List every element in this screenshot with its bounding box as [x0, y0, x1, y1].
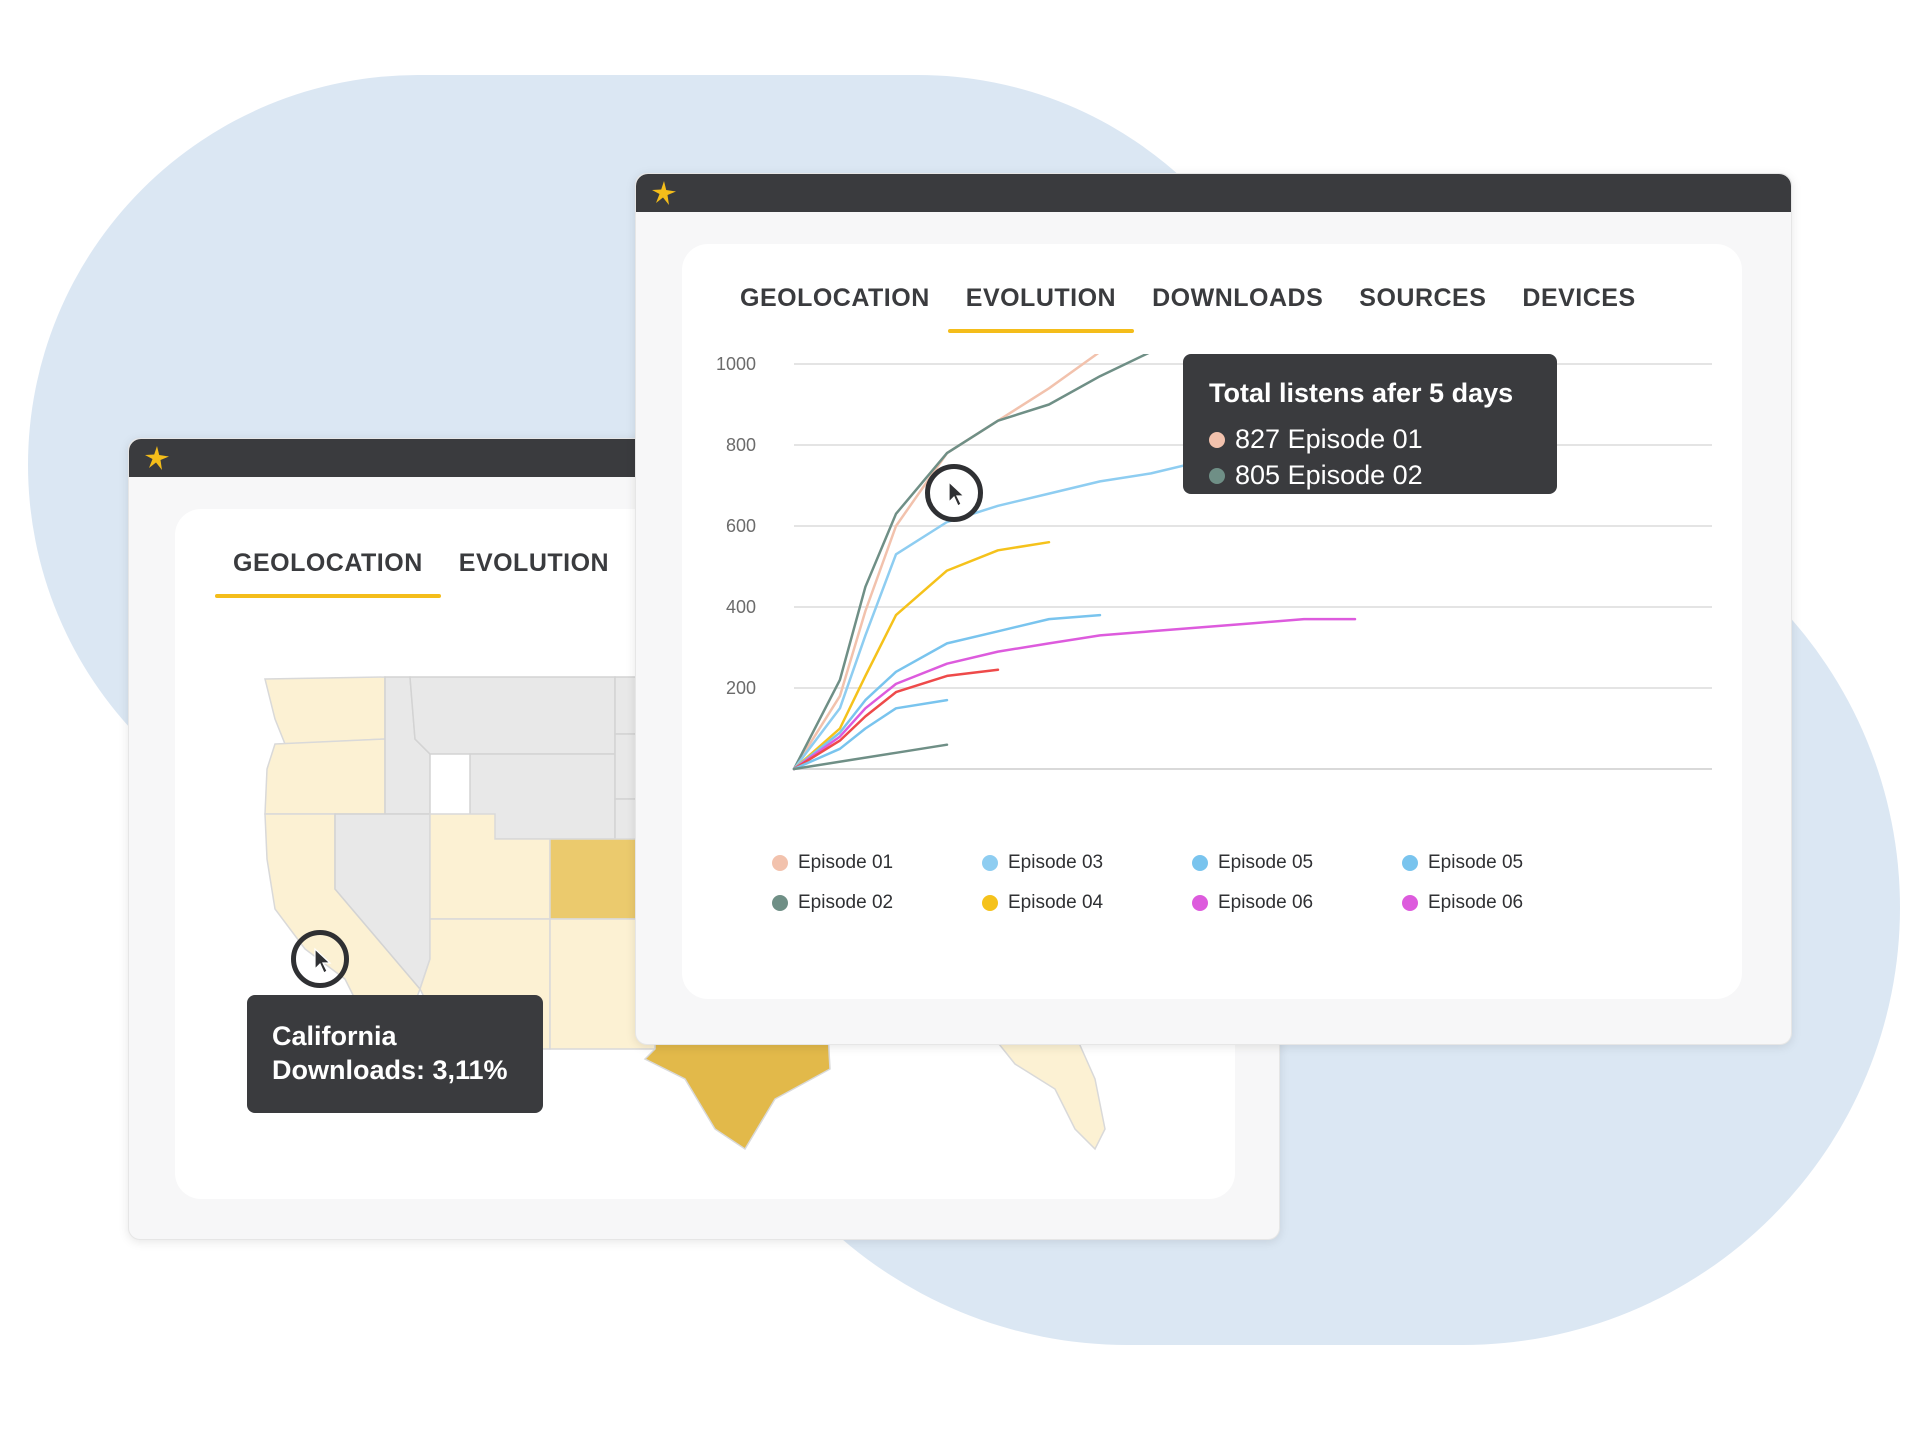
state-oregon[interactable] — [264, 738, 386, 815]
legend-item[interactable]: Episode 05 — [1402, 852, 1612, 874]
chart-window-titlebar — [636, 174, 1791, 212]
series-line — [792, 459, 1255, 771]
cursor-icon — [314, 947, 332, 974]
legend-item[interactable]: Episode 04 — [982, 892, 1192, 914]
y-tick-label: 400 — [726, 597, 756, 617]
series-line — [792, 617, 1357, 771]
legend-item[interactable]: Episode 01 — [772, 852, 982, 874]
chart-tooltip: Total listens afer 5 days 827 Episode 01… — [1183, 354, 1557, 494]
star-icon — [652, 181, 676, 205]
tab-devices[interactable]: DEVICES — [1522, 284, 1636, 312]
chart-legend: Episode 01 Episode 03 Episode 05 Episode… — [772, 852, 1612, 914]
tooltip-downloads: Downloads: 3,11% — [272, 1055, 508, 1085]
tab-evolution[interactable]: EVOLUTION — [947, 284, 1135, 333]
state-washington[interactable] — [264, 676, 386, 745]
chart-cursor-ring — [925, 464, 983, 522]
chart-window: GEOLOCATION EVOLUTION DOWNLOADS SOURCES … — [635, 173, 1792, 1045]
x-tick-label: Day 10 — [1270, 791, 1327, 794]
series-line — [792, 613, 1102, 771]
x-tick-label: Day 0 — [765, 791, 812, 794]
legend-item[interactable]: Episode 06 — [1402, 892, 1612, 914]
legend-dot — [1192, 895, 1208, 911]
map-tooltip: California Downloads: 3,11% — [247, 995, 543, 1113]
tooltip-row: 827 Episode 01 — [1209, 424, 1423, 455]
tooltip-region: California — [272, 1021, 397, 1051]
legend-label: Episode 03 — [1008, 852, 1104, 873]
y-tick-label: 800 — [726, 435, 756, 455]
series-line — [792, 540, 1051, 771]
legend-dot — [772, 895, 788, 911]
legend-label: Episode 04 — [1008, 892, 1104, 913]
chart-tabs: GEOLOCATION EVOLUTION DOWNLOADS SOURCES … — [722, 284, 1654, 333]
star-icon — [145, 446, 169, 470]
state-florida[interactable] — [993, 1033, 1106, 1151]
legend-item[interactable]: Episode 06 — [1192, 892, 1402, 914]
legend-dot — [1402, 895, 1418, 911]
tooltip-dot — [1209, 467, 1225, 484]
legend-item[interactable]: Episode 05 — [1192, 852, 1402, 874]
tooltip-title: Total listens afer 5 days — [1209, 378, 1514, 408]
legend-label: Episode 06 — [1218, 892, 1314, 913]
tab-geolocation[interactable]: GEOLOCATION — [740, 284, 930, 312]
tooltip-dot — [1209, 431, 1225, 448]
tab-downloads[interactable]: DOWNLOADS — [1152, 284, 1324, 312]
x-tick-label: Day 15 — [1525, 791, 1582, 794]
legend-item[interactable]: Episode 02 — [772, 892, 982, 914]
tooltip-value: 805 — [1235, 460, 1281, 490]
legend-dot — [982, 855, 998, 871]
legend-label: Episode 02 — [798, 892, 894, 913]
tab-evolution[interactable]: EVOLUTION — [458, 549, 610, 577]
evolution-chart: 200 400 600 800 1000 Day 0 Day 5 Day 10 Day 15 — [716, 354, 1712, 794]
series-line — [792, 668, 1000, 771]
legend-dot — [1192, 855, 1208, 871]
legend-label: Episode 05 — [1218, 852, 1314, 873]
series-line — [792, 354, 1150, 771]
series-line — [792, 743, 949, 771]
y-tick-label: 600 — [726, 516, 756, 536]
legend-item[interactable]: Episode 03 — [982, 852, 1192, 874]
chart-card: GEOLOCATION EVOLUTION DOWNLOADS SOURCES … — [682, 244, 1742, 999]
legend-dot — [772, 855, 788, 871]
legend-label: Episode 06 — [1428, 892, 1524, 913]
tooltip-label: Episode 01 — [1287, 424, 1423, 454]
tab-geolocation[interactable]: GEOLOCATION — [215, 549, 441, 598]
map-cursor-ring — [291, 930, 349, 988]
tooltip-value: 827 — [1235, 424, 1281, 454]
legend-label: Episode 01 — [798, 852, 894, 873]
map-tabs: GEOLOCATION EVOLUTION — [215, 549, 627, 598]
tab-sources[interactable]: SOURCES — [1359, 284, 1487, 312]
tooltip-label: Episode 02 — [1287, 460, 1423, 490]
legend-dot — [1402, 855, 1418, 871]
x-tick-label: Day 5 — [1020, 791, 1067, 794]
cursor-icon — [948, 480, 966, 507]
legend-dot — [982, 895, 998, 911]
state-montana[interactable] — [409, 676, 616, 755]
y-tick-label: 1000 — [716, 354, 756, 374]
series-line — [792, 698, 949, 771]
legend-label: Episode 05 — [1428, 852, 1524, 873]
y-tick-label: 200 — [726, 678, 756, 698]
tooltip-row: 805 Episode 02 — [1209, 460, 1423, 491]
